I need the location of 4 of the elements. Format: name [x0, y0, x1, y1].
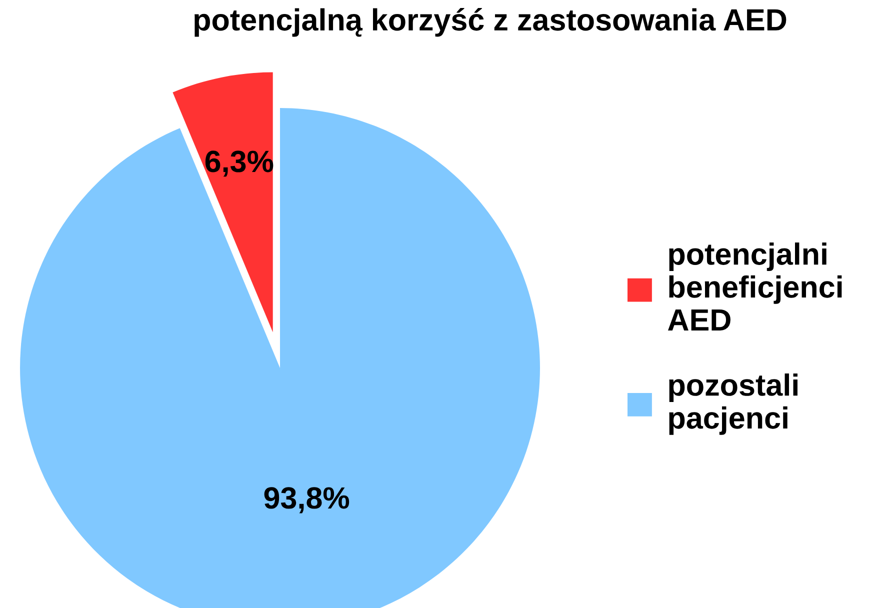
legend-label: pozostali pacjenci	[669, 373, 798, 435]
data-label: 93,8%	[264, 487, 350, 514]
chart-title: potencjalną korzyść z zastosowania AED	[194, 8, 786, 37]
legend-label: potencjalni beneficjenci AED	[668, 242, 842, 330]
